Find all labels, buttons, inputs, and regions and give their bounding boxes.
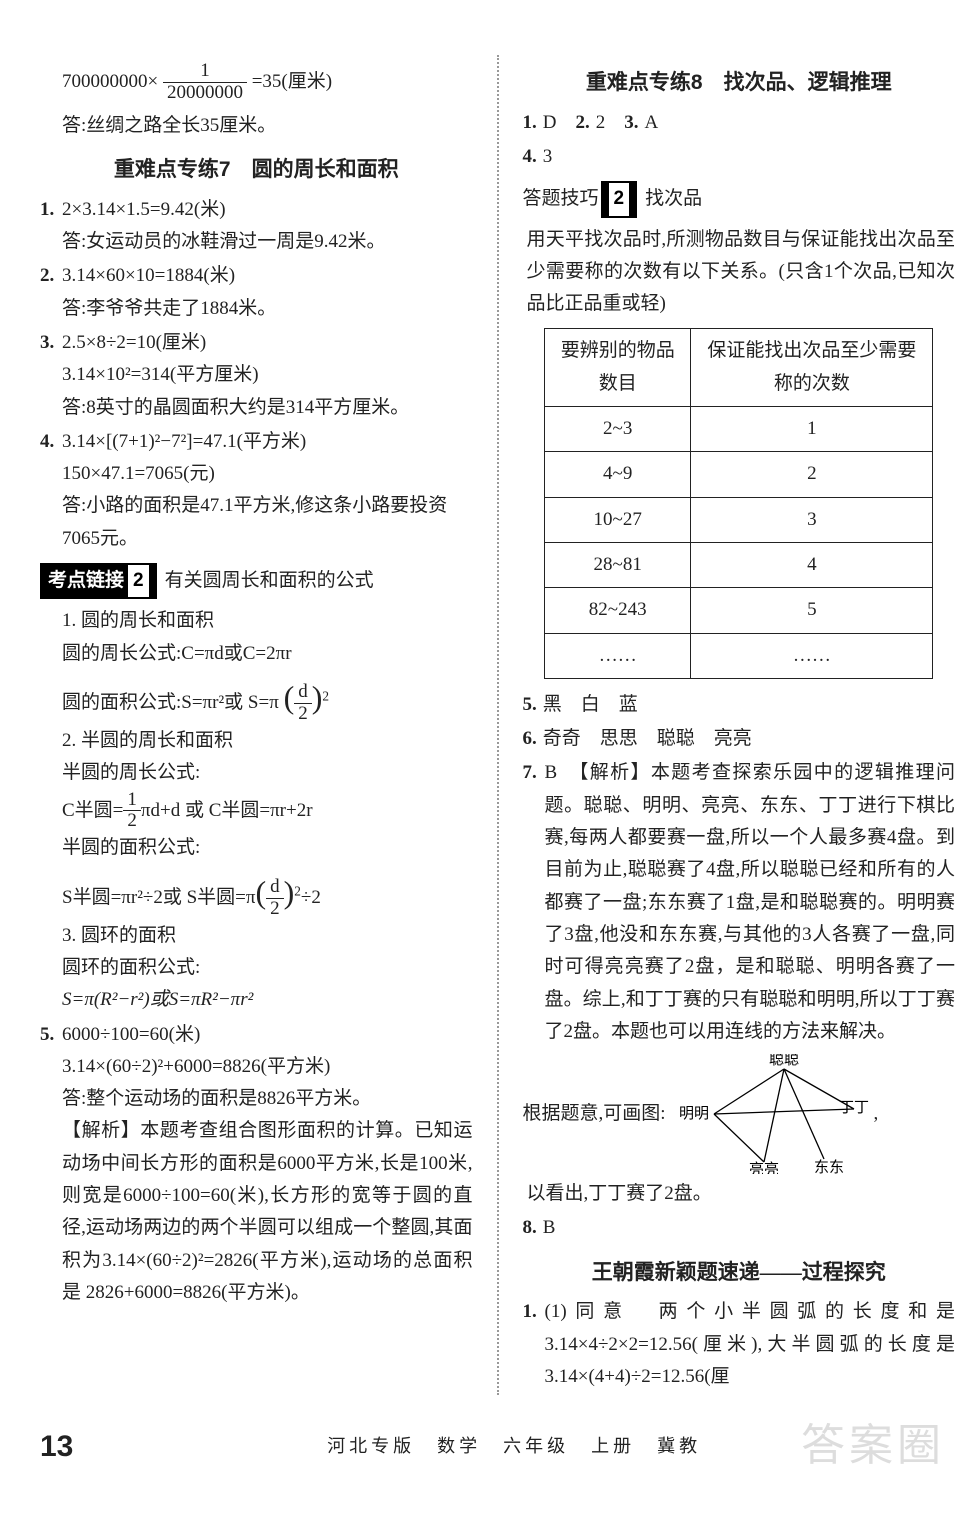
formula-2b: C半圆=12πd+d 或 C半圆=πr+2r <box>40 790 473 833</box>
q1: 1. 2×3.14×1.5=9.42(米) 答:女运动员的冰鞋滑过一周是9.42… <box>40 194 473 259</box>
lookup-table: 要辨别的物品数目 保证能找出次品至少需要称的次数 2~31 4~92 10~27… <box>544 328 933 678</box>
answer-5: 5.黑 白 蓝 <box>523 689 955 721</box>
q2: 2. 3.14×60×10=1884(米) 答:李爷爷共走了1884米。 <box>40 260 473 325</box>
answers-row-1: 1.D 2.2 3.A <box>523 107 955 139</box>
tip-badge: 答题技巧 2 找次品 <box>523 181 955 217</box>
footer-meta: 河北专版 数学 六年级 上册 冀教 <box>113 1431 915 1462</box>
formula-1-title: 1. 圆的周长和面积 <box>40 605 473 637</box>
new-q1: 1. (1)同意 两个小半圆弧的长度和是3.14×4÷2×2=12.56(厘米)… <box>523 1296 955 1393</box>
prev-answer: 答:丝绸之路全长35厘米。 <box>40 110 473 142</box>
answer-6: 6.奇奇 思思 聪聪 亮亮 <box>523 723 955 755</box>
calc-end: =35(厘米) <box>252 71 332 92</box>
relation-diagram: 聪聪 明明 丁丁 亮亮 东东 <box>674 1054 874 1174</box>
formula-3-title: 3. 圆环的面积 <box>40 920 473 952</box>
knowledge-badge: 考点链接 2 有关圆周长和面积的公式 <box>40 563 473 599</box>
answer-8: 8.B <box>523 1212 955 1244</box>
diagram-row: 根据题意,可画图: 聪聪 明明 丁丁 亮亮 东东 , <box>523 1050 955 1178</box>
node-dongdong: 东东 <box>814 1159 844 1174</box>
fraction: 1 20000000 <box>163 61 247 104</box>
calc-text: 700000000× <box>62 71 158 92</box>
answer-7: 7. B 【解析】本题考查探索乐园中的逻辑推理问题。聪聪、明明、亮亮、东东、丁丁… <box>523 757 955 1048</box>
new-section-title: 王朝霞新颖题速递——过程探究 <box>523 1255 955 1291</box>
section-7-title: 重难点专练7 圆的周长和面积 <box>40 152 473 188</box>
q4: 4. 3.14×[(7+1)²−7²]=47.1(平方米) 150×47.1=7… <box>40 426 473 555</box>
node-mingming: 明明 <box>679 1105 709 1122</box>
node-liangliang: 亮亮 <box>749 1161 779 1174</box>
column-divider <box>497 55 499 1395</box>
q3: 3. 2.5×8÷2=10(厘米) 3.14×10²=314(平方厘米) 答:8… <box>40 327 473 424</box>
page-number: 13 <box>40 1421 73 1472</box>
node-congcong: 聪聪 <box>769 1054 799 1068</box>
answer-4: 4.3 <box>523 141 955 173</box>
formula-2-title: 2. 半圆的周长和面积 <box>40 725 473 757</box>
page-footer: 13 河北专版 数学 六年级 上册 冀教 <box>0 1415 955 1490</box>
left-column: 700000000× 1 20000000 =35(厘米) 答:丝绸之路全长35… <box>40 55 473 1395</box>
formula-1b: 圆的面积公式:S=πr²或 S=π (d2)2 <box>40 670 473 725</box>
tip-body: 用天平找次品时,所测物品数目与保证能找出次品至少需要称的次数有以下关系。(只含1… <box>523 224 955 321</box>
prev-calc: 700000000× 1 20000000 =35(厘米) <box>40 61 473 104</box>
q5: 5. 6000÷100=60(米) 3.14×(60÷2)²+6000=8826… <box>40 1019 473 1310</box>
right-column: 重难点专练8 找次品、逻辑推理 1.D 2.2 3.A 4.3 答题技巧 2 找… <box>523 55 955 1395</box>
node-dingding: 丁丁 <box>839 1100 869 1116</box>
formula-1a: 圆的周长公式:C=πd或C=2πr <box>40 638 473 670</box>
formula-2d: S半圆=πr²÷2或 S半圆=π(d2)2÷2 <box>40 865 473 920</box>
section-8-title: 重难点专练8 找次品、逻辑推理 <box>523 65 955 101</box>
